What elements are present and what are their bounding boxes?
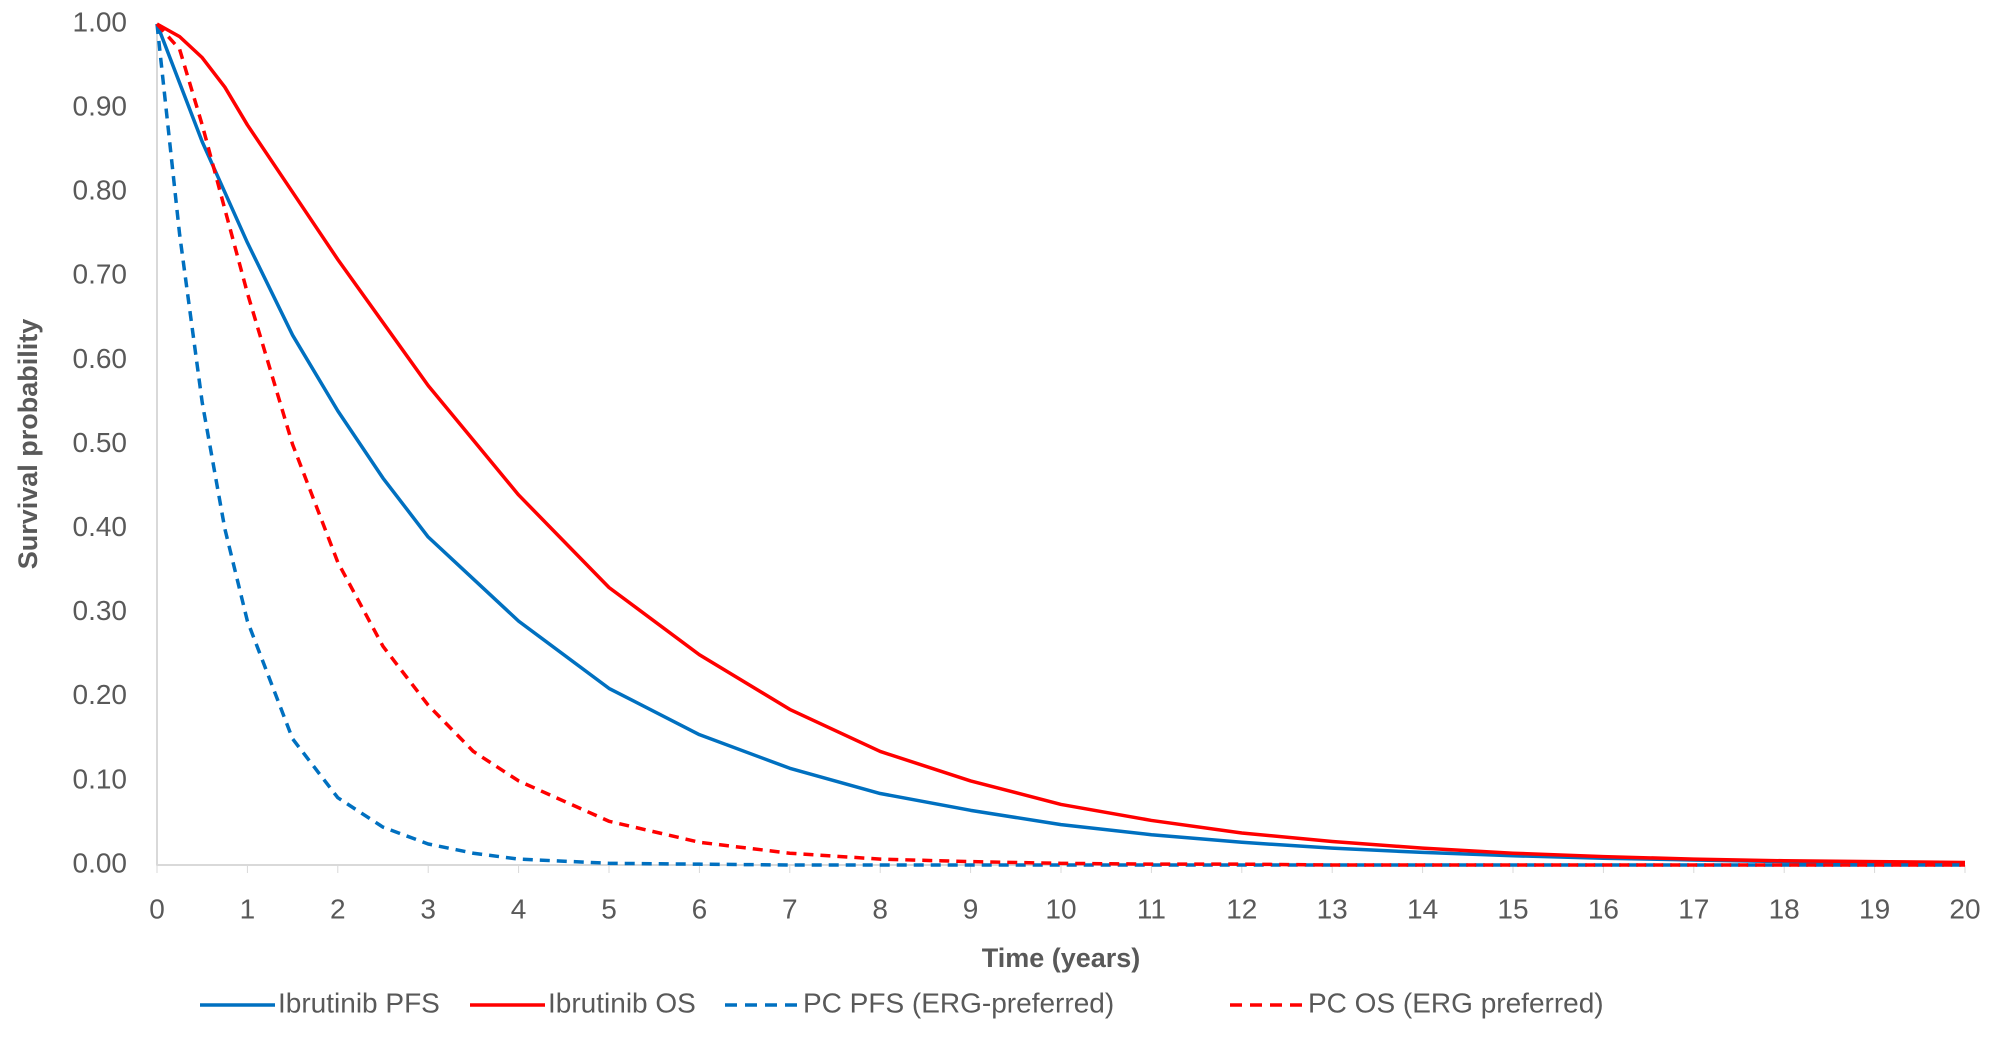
x-tick-label: 3: [420, 893, 436, 924]
x-tick-label: 12: [1226, 893, 1257, 924]
x-tick-label: 18: [1769, 893, 1800, 924]
y-tick-label: 0.60: [73, 343, 128, 374]
x-tick-label: 9: [963, 893, 979, 924]
x-axis-title: Time (years): [982, 943, 1141, 973]
y-tick-label: 0.20: [73, 679, 128, 710]
x-tick-label: 15: [1497, 893, 1528, 924]
series-line: [155, 23, 1965, 867]
legend-label: PC PFS (ERG-preferred): [803, 987, 1114, 1018]
series-line: [156, 22, 1966, 865]
x-tick-label: 2: [330, 893, 346, 924]
x-tick-label: 4: [511, 893, 527, 924]
legend-label: Ibrutinib OS: [548, 987, 696, 1018]
x-tick-label: 0: [149, 893, 165, 924]
y-tick-label: 0.40: [73, 511, 128, 542]
x-tick-label: 6: [692, 893, 708, 924]
x-tick-label: 11: [1137, 893, 1166, 924]
x-tick-label: 13: [1317, 893, 1348, 924]
y-tick-label: 0.70: [73, 259, 128, 290]
y-tick-label: 0.10: [73, 763, 128, 794]
x-tick-label: 20: [1949, 893, 1980, 924]
x-tick-label: 17: [1678, 893, 1709, 924]
y-tick-label: 0.00: [73, 847, 128, 878]
x-tick-label: 5: [601, 893, 617, 924]
y-tick-label: 0.90: [73, 90, 128, 121]
y-tick-label: 0.80: [73, 175, 128, 206]
x-tick-label: 8: [872, 893, 888, 924]
legend-label: PC OS (ERG preferred): [1308, 987, 1604, 1018]
y-axis-title: Survival probability: [13, 319, 43, 570]
series-line: [155, 23, 1966, 866]
y-tick-label: 0.50: [73, 427, 128, 458]
series-line: [155, 22, 1965, 867]
y-tick-label: 1.00: [73, 6, 128, 37]
x-tick-label: 7: [782, 893, 798, 924]
x-tick-label: 10: [1045, 893, 1076, 924]
x-tick-label: 19: [1859, 893, 1890, 924]
x-tick-label: 14: [1407, 893, 1438, 924]
y-tick-label: 0.30: [73, 595, 128, 626]
x-tick-label: 16: [1588, 893, 1619, 924]
x-tick-label: 1: [240, 893, 256, 924]
legend-label: Ibrutinib PFS: [278, 987, 440, 1018]
